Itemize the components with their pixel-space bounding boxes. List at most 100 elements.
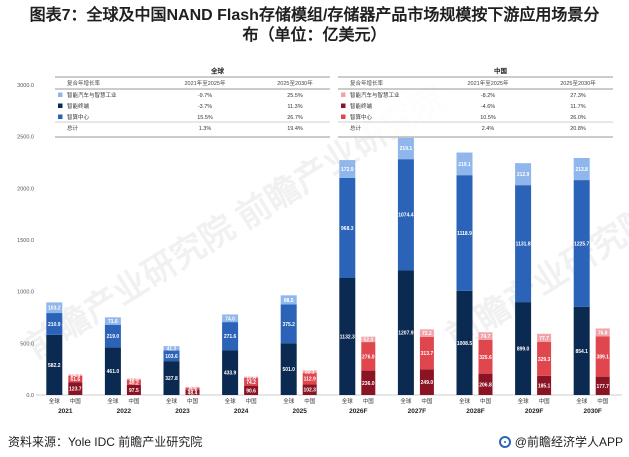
legend-header: 复合年增长率 xyxy=(67,79,101,87)
global-bar-segment xyxy=(280,295,297,305)
legend-region-title: 全球 xyxy=(210,66,225,75)
y-tick-label: 2000.0 xyxy=(17,186,34,192)
china-bar-segment xyxy=(244,376,259,378)
china-bar-segment xyxy=(68,382,83,395)
global-data-label: 1074.4 xyxy=(398,213,414,219)
global-data-label: 501.0 xyxy=(282,367,295,373)
x-category-label: 2022 xyxy=(117,408,132,415)
china-data-label: 329.3 xyxy=(538,357,551,363)
china-bar-segment xyxy=(185,387,200,390)
legend-row-value: -9.7% xyxy=(198,93,212,99)
global-data-label: 103.2 xyxy=(48,306,61,312)
legend-row-value: 20.8% xyxy=(570,126,586,132)
china-data-label: 14.5 xyxy=(70,373,80,379)
global-bar-segment xyxy=(46,302,63,314)
global-data-label: 210.9 xyxy=(48,322,61,328)
china-bar-segment xyxy=(185,386,200,388)
china-data-label: 74.7 xyxy=(481,334,491,340)
x-sub-label: 中国 xyxy=(480,397,492,405)
legend-row-value: 27.3% xyxy=(570,93,586,99)
china-data-label: 49.2 xyxy=(129,380,139,386)
y-tick-label: 500.0 xyxy=(20,341,34,347)
global-data-label: 213.8 xyxy=(575,167,588,173)
global-bar-segment xyxy=(456,175,473,291)
legend-row-value: -3.7% xyxy=(198,104,212,110)
brand-logo-icon xyxy=(498,435,511,448)
global-data-label: 899.0 xyxy=(517,347,530,353)
legend-row-name: 智算中心 xyxy=(67,113,90,121)
x-sub-label: 全球 xyxy=(400,397,412,405)
china-bar-segment xyxy=(302,370,317,373)
legend-row-value: 11.3% xyxy=(287,104,302,110)
china-data-label: 76.8 xyxy=(598,330,608,336)
china-data-label: 206.8 xyxy=(479,382,492,388)
global-bar-segment xyxy=(573,306,590,395)
x-sub-label: 中国 xyxy=(539,397,551,405)
global-bar-segment xyxy=(104,347,121,395)
global-bar-segment xyxy=(339,160,356,178)
legend-table-bg xyxy=(338,66,613,138)
brand-credit: @前瞻经济学人APP xyxy=(498,433,623,450)
china-data-label: 102.3 xyxy=(303,388,316,394)
china-bar-segment xyxy=(595,336,610,377)
legend-swatch xyxy=(341,103,346,108)
global-bar-segment xyxy=(573,180,590,307)
x-sub-label: 全球 xyxy=(225,397,237,405)
china-data-label: 90.6 xyxy=(246,388,256,394)
global-bar-segment xyxy=(104,317,121,325)
china-data-label: 48.4 xyxy=(188,390,198,396)
global-data-label: 219.0 xyxy=(107,334,120,340)
global-bar-segment xyxy=(222,322,239,351)
x-sub-label: 全球 xyxy=(49,397,61,405)
global-bar-segment xyxy=(515,185,532,303)
global-data-label: 219.1 xyxy=(400,146,413,152)
x-category-label: 2026F xyxy=(349,408,367,415)
global-bar-segment xyxy=(515,302,532,395)
china-data-label: 249.0 xyxy=(421,380,434,386)
x-sub-label: 中国 xyxy=(597,397,609,405)
global-bar-segment xyxy=(397,159,414,271)
china-bar-segment xyxy=(537,375,552,395)
legend-row-value: 11.7% xyxy=(570,104,585,110)
china-bar-segment xyxy=(478,339,493,374)
global-bar-segment xyxy=(456,152,473,176)
china-bar-segment xyxy=(126,384,141,395)
china-data-label: 112.9 xyxy=(304,377,316,383)
source-note: 资料来源：Yole IDC 前瞻产业研究院 xyxy=(8,435,203,449)
legend-row-name: 总计 xyxy=(67,124,79,132)
legend-swatch xyxy=(58,92,63,97)
x-category-label: 2030F xyxy=(583,408,601,415)
china-data-label: 236.0 xyxy=(362,381,375,387)
global-bar-segment xyxy=(46,313,63,335)
global-data-label: 1131.8 xyxy=(516,242,531,248)
china-bar-segment xyxy=(68,374,83,376)
global-bar-segment xyxy=(573,157,590,181)
china-data-label: 52.3 xyxy=(363,337,373,343)
china-data-label: 177.7 xyxy=(596,384,609,390)
china-bar-segment xyxy=(302,372,317,385)
global-data-label: 968.3 xyxy=(341,226,354,232)
legend-row-value: 26.7% xyxy=(287,115,303,121)
global-bar-segment xyxy=(280,343,297,395)
x-sub-label: 全球 xyxy=(518,397,530,405)
china-bar-segment xyxy=(595,328,610,337)
global-data-label: 1207.9 xyxy=(398,331,414,337)
brand-text: @前瞻经济学人APP xyxy=(514,435,623,449)
global-data-label: 212.9 xyxy=(517,172,530,178)
legend-header: 2021年至2025年 xyxy=(185,79,226,87)
china-bar-segment xyxy=(537,341,552,376)
china-data-label: 12.5 xyxy=(129,377,139,383)
china-bar-segment xyxy=(302,384,317,395)
x-category-label: 2024 xyxy=(234,408,249,415)
global-bar-segment xyxy=(104,324,121,348)
china-data-label: 185.1 xyxy=(538,383,551,389)
global-bar-segment xyxy=(46,334,63,395)
global-data-label: 327.8 xyxy=(165,376,178,382)
global-data-label: 103.6 xyxy=(165,354,178,360)
global-data-label: 71.6 xyxy=(108,319,118,325)
global-bar-segment xyxy=(280,304,297,344)
global-data-label: 582.2 xyxy=(48,363,61,369)
legend-row-value: 26.0% xyxy=(570,115,586,121)
legend-row-value: 1.3% xyxy=(199,126,212,132)
global-bar-segment xyxy=(456,290,473,395)
